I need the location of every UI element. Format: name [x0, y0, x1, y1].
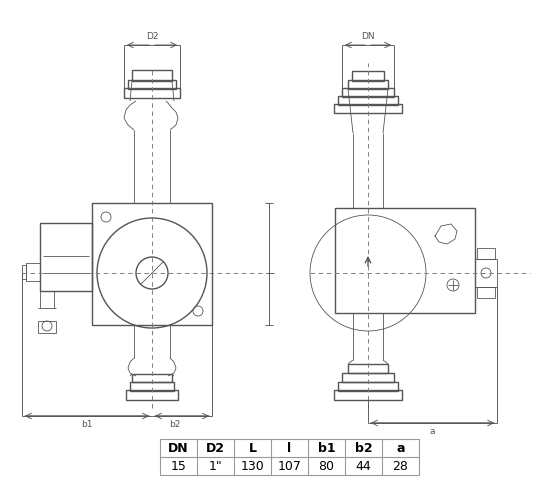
Bar [342, 373, 394, 382]
Text: b2: b2 [169, 419, 181, 428]
Bar [338, 97, 398, 106]
Text: l: l [287, 442, 292, 454]
Bar [124, 89, 180, 99]
Bar [475, 260, 497, 287]
Text: 107: 107 [277, 460, 301, 472]
Bar [348, 364, 388, 373]
Bar [132, 374, 172, 382]
Text: DN: DN [361, 32, 375, 41]
Text: b1: b1 [81, 419, 93, 428]
Bar [130, 382, 174, 391]
Bar [22, 265, 26, 280]
Text: D2: D2 [206, 442, 225, 454]
Bar [40, 224, 92, 291]
Text: 44: 44 [356, 460, 371, 472]
Bar [334, 105, 402, 114]
Text: L: L [249, 442, 257, 454]
Bar [342, 89, 394, 98]
Text: 130: 130 [241, 460, 264, 472]
Text: 80: 80 [318, 460, 335, 472]
Text: 15: 15 [171, 460, 186, 472]
Text: D2: D2 [146, 32, 158, 41]
Bar [92, 203, 212, 325]
Bar [335, 208, 475, 313]
Bar [126, 390, 178, 400]
Bar [352, 72, 384, 82]
Text: 1": 1" [209, 460, 222, 472]
Bar [334, 390, 402, 400]
Bar [132, 71, 172, 82]
Bar [477, 248, 495, 260]
Text: DN: DN [168, 442, 189, 454]
Text: a: a [396, 442, 405, 454]
Text: b2: b2 [355, 442, 372, 454]
Text: b1: b1 [318, 442, 335, 454]
Text: 28: 28 [392, 460, 408, 472]
Bar [26, 264, 40, 282]
Bar [348, 81, 388, 90]
Bar [128, 81, 176, 90]
Text: a: a [429, 426, 435, 435]
Bar [477, 287, 495, 298]
Bar [160, 439, 419, 475]
Bar [338, 382, 398, 391]
